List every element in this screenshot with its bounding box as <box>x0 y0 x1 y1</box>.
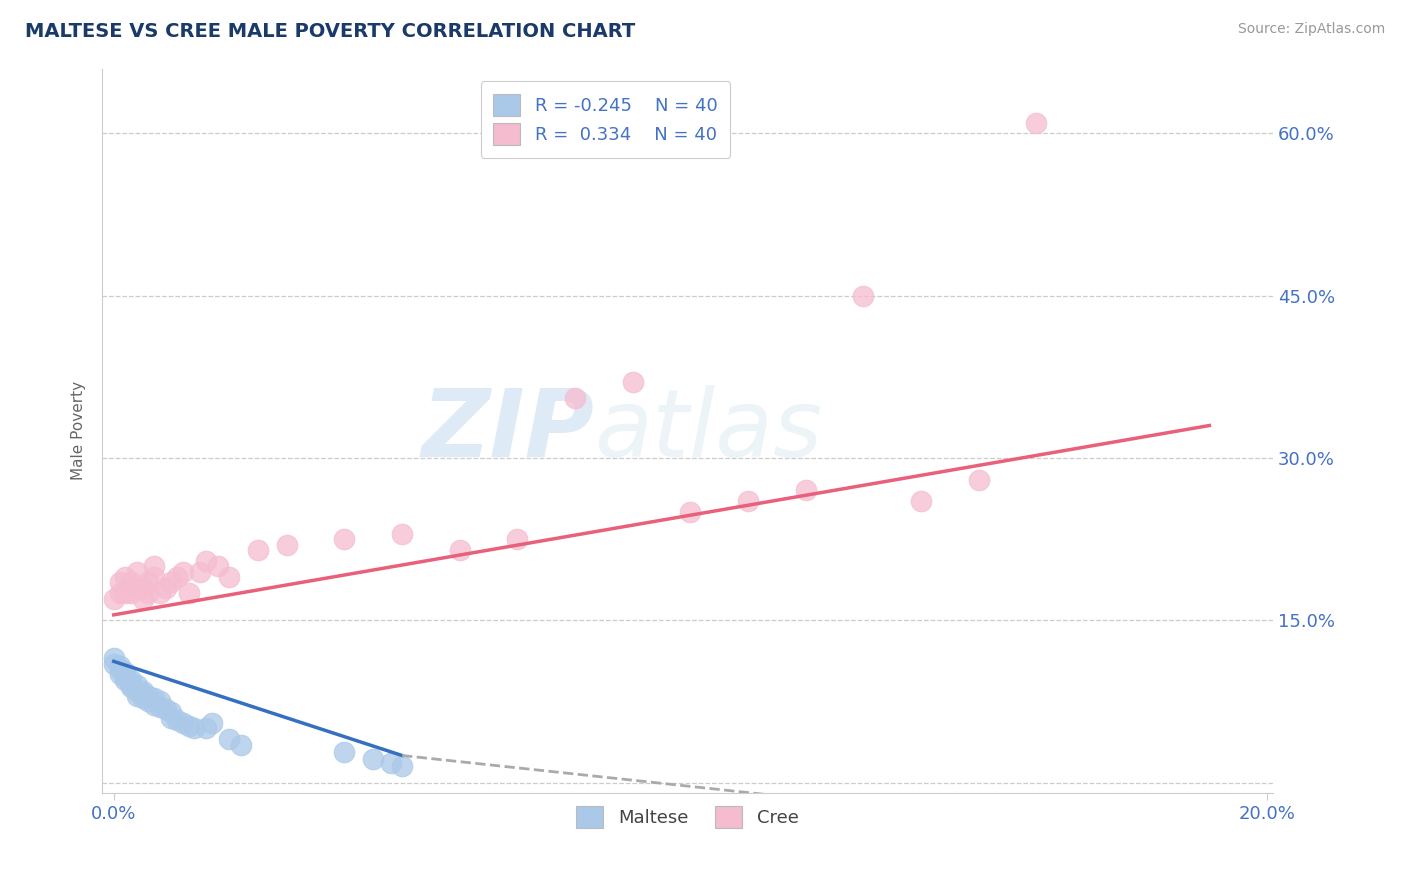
Point <box>449 543 471 558</box>
Point <box>131 687 153 701</box>
Point <box>218 732 240 747</box>
Point <box>103 651 125 665</box>
Point <box>114 586 136 600</box>
Text: Source: ZipAtlas.com: Source: ZipAtlas.com <box>1237 22 1385 37</box>
Legend: Maltese, Cree: Maltese, Cree <box>569 798 806 835</box>
Point <box>114 570 136 584</box>
Point <box>679 505 702 519</box>
Point <box>195 722 218 736</box>
Point <box>103 591 125 606</box>
Point <box>621 376 644 390</box>
Point <box>333 745 356 759</box>
Point <box>108 662 131 676</box>
Point <box>125 678 148 692</box>
Point <box>138 689 160 703</box>
Point <box>120 676 142 690</box>
Point <box>155 581 177 595</box>
Point <box>564 392 586 406</box>
Point <box>131 691 153 706</box>
Point <box>172 716 194 731</box>
Point <box>333 532 356 546</box>
Point <box>160 705 183 719</box>
Text: ZIP: ZIP <box>420 385 593 477</box>
Point <box>131 591 153 606</box>
Point <box>149 699 172 714</box>
Point <box>138 694 160 708</box>
Point <box>910 494 932 508</box>
Point <box>166 713 188 727</box>
Point <box>166 570 188 584</box>
Point <box>114 669 136 683</box>
Point <box>114 665 136 680</box>
Y-axis label: Male Poverty: Male Poverty <box>72 382 86 481</box>
Point <box>138 575 160 590</box>
Point <box>218 570 240 584</box>
Point <box>188 565 211 579</box>
Point <box>737 494 759 508</box>
Point <box>120 586 142 600</box>
Point <box>120 678 142 692</box>
Point <box>108 575 131 590</box>
Point <box>177 586 200 600</box>
Point <box>201 716 224 731</box>
Point <box>380 756 402 770</box>
Point <box>108 667 131 681</box>
Point <box>794 483 817 498</box>
Point <box>143 698 166 712</box>
Point <box>143 559 166 574</box>
Point <box>120 681 142 695</box>
Point <box>120 673 142 687</box>
Point <box>125 565 148 579</box>
Point <box>246 543 269 558</box>
Point <box>125 581 148 595</box>
Point <box>1025 115 1047 129</box>
Point <box>125 683 148 698</box>
Point <box>229 738 252 752</box>
Point <box>852 289 875 303</box>
Point <box>160 711 183 725</box>
Point <box>131 581 153 595</box>
Point <box>172 565 194 579</box>
Text: MALTESE VS CREE MALE POVERTY CORRELATION CHART: MALTESE VS CREE MALE POVERTY CORRELATION… <box>25 22 636 41</box>
Point <box>131 683 153 698</box>
Point <box>361 752 384 766</box>
Point <box>207 559 229 574</box>
Point <box>108 658 131 673</box>
Text: atlas: atlas <box>593 385 823 476</box>
Point <box>143 570 166 584</box>
Point <box>149 586 172 600</box>
Point <box>391 526 413 541</box>
Point <box>125 689 148 703</box>
Point <box>160 575 183 590</box>
Point <box>276 537 298 551</box>
Point <box>506 532 529 546</box>
Point <box>195 554 218 568</box>
Point <box>177 719 200 733</box>
Point <box>391 759 413 773</box>
Point <box>155 702 177 716</box>
Point <box>108 586 131 600</box>
Point <box>143 691 166 706</box>
Point <box>967 473 990 487</box>
Point <box>103 657 125 671</box>
Point <box>120 575 142 590</box>
Point <box>149 694 172 708</box>
Point <box>114 667 136 681</box>
Point <box>114 673 136 687</box>
Point <box>138 586 160 600</box>
Point <box>183 722 205 736</box>
